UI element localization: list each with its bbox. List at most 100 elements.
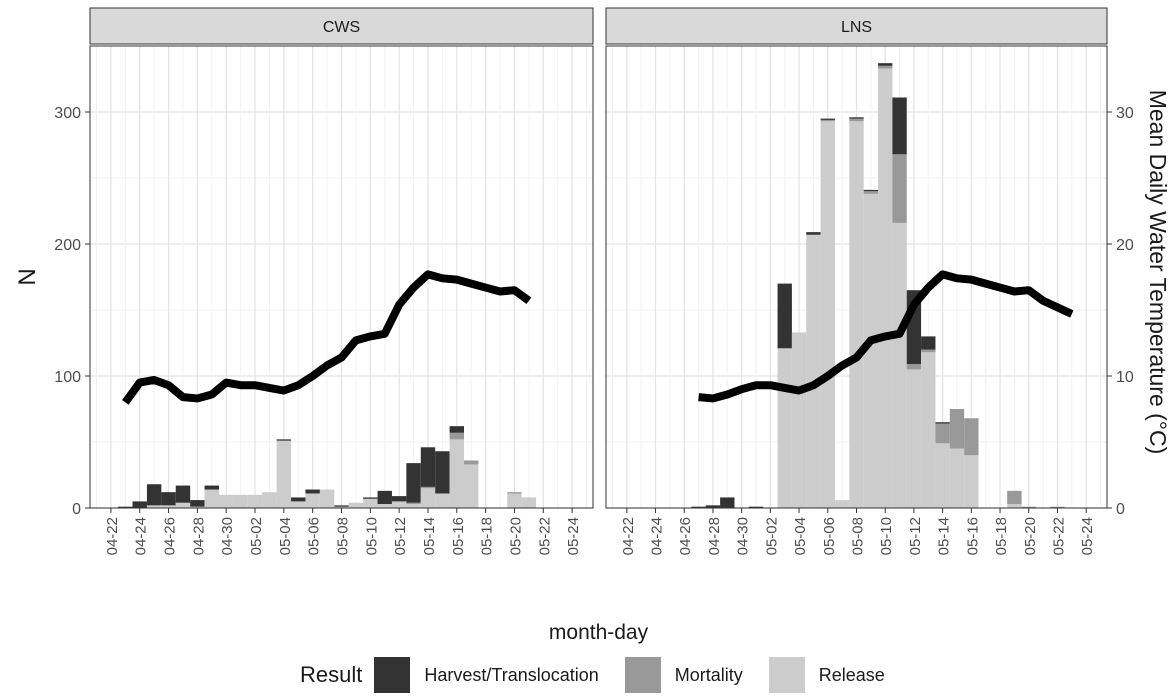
bar-release	[820, 121, 835, 509]
legend-label-harvest: Harvest/Translocation	[424, 664, 599, 685]
bar-release	[319, 489, 335, 508]
y2-tick-label: 0	[1116, 501, 1125, 518]
bar-release	[204, 489, 219, 508]
bar-harvest	[175, 485, 191, 503]
bar-mortality	[892, 154, 907, 223]
bar-release	[377, 504, 392, 508]
bar-mortality	[1050, 506, 1065, 508]
bar-mortality	[406, 502, 421, 505]
y-tick-label: 300	[54, 105, 81, 122]
legend-swatch-harvest	[374, 657, 411, 693]
bar-harvest	[863, 189, 879, 192]
x-tick-label: 05-12	[392, 517, 409, 555]
panel-cws: CWS 04-22 04-24 04-26 04-28 04-30 05-02 05-04 05…	[54, 7, 594, 555]
bar-release	[521, 497, 537, 508]
x-tick-label: 05-10	[878, 517, 895, 555]
bar-harvest	[820, 118, 835, 120]
x-tick-label: 04-22	[620, 517, 637, 555]
legend-label-mortality: Mortality	[674, 664, 743, 685]
temperature-line	[122, 270, 532, 405]
bar-mortality	[464, 460, 479, 465]
x-tick-label: 05-18	[479, 517, 496, 555]
bar-harvest	[849, 117, 864, 119]
bar-release	[305, 493, 320, 508]
x-tick-label: 05-16	[450, 517, 467, 555]
bar-release	[906, 369, 922, 508]
x-tick-label: 04-24	[649, 517, 666, 555]
bar-harvest	[334, 505, 349, 507]
bar-harvest	[892, 97, 907, 155]
bar-release	[218, 494, 234, 508]
x-tick-label: 05-02	[248, 517, 265, 555]
x-tick-label: 05-16	[964, 517, 981, 555]
bar-release	[949, 448, 965, 508]
bar-release	[449, 439, 465, 508]
bar-harvest	[305, 489, 320, 494]
bar-mortality	[921, 349, 936, 353]
legend-item-mortality: Mortality	[624, 657, 743, 693]
bar-harvest	[132, 501, 147, 508]
bar-harvest	[691, 506, 706, 508]
panel-lns: LNS 04-22 04-24 04-26 04-28 04-30 05-02 05-04 05…	[605, 7, 1134, 555]
x-tick-label: 04-22	[104, 517, 121, 555]
bar-release	[806, 234, 821, 508]
y-tick-label: 0	[72, 501, 81, 518]
bar-mortality	[507, 492, 522, 494]
x-tick-label: 04-30	[219, 517, 236, 555]
y2-tick-label: 30	[1116, 105, 1134, 122]
bar-harvest	[118, 506, 133, 508]
legend-title: Result	[300, 662, 363, 687]
x-tick-label: 05-14	[421, 517, 438, 555]
x-tick-label: 04-28	[190, 517, 207, 555]
bar-harvest	[146, 484, 162, 506]
bar-harvest	[420, 447, 436, 487]
bar-release	[464, 464, 479, 508]
bar-release	[233, 494, 248, 508]
y2-axis-title: Mean Daily Water Temperature (°C)	[1145, 90, 1171, 455]
bar-release	[276, 440, 292, 508]
bar-release	[964, 455, 979, 508]
x-tick-label: 05-04	[792, 517, 809, 555]
bar-release	[262, 492, 277, 508]
bar-release	[406, 504, 421, 508]
x-tick-label: 05-18	[993, 517, 1010, 555]
bar-release	[161, 505, 176, 508]
bar-mortality	[420, 486, 436, 489]
bar-release	[878, 68, 893, 508]
bar-harvest	[276, 439, 292, 441]
y-tick-label: 100	[54, 369, 81, 386]
x-tick-label: 05-08	[850, 517, 867, 555]
bar-mortality	[849, 118, 864, 122]
x-tick-label: 05-22	[1050, 517, 1067, 555]
faceted-bar-line-chart: N Mean Daily Water Temperature (°C) month-…	[14, 7, 1171, 644]
bar-release	[363, 498, 378, 508]
x-tick-label: 04-26	[677, 517, 694, 555]
bar-harvest	[161, 492, 176, 506]
legend-item-harvest: Harvest/Translocation	[374, 657, 599, 693]
bar-release	[834, 500, 850, 508]
bar-mortality	[949, 409, 965, 449]
bar-harvest	[748, 506, 764, 508]
bar-release	[777, 348, 792, 508]
x-tick-label: 05-24	[1079, 517, 1096, 555]
y-axis-title: N	[14, 268, 41, 285]
bar-harvest	[204, 485, 219, 490]
temperature-line	[698, 270, 1074, 403]
bar-release	[935, 443, 950, 508]
bar-harvest	[363, 497, 378, 499]
bar-mortality	[449, 432, 465, 440]
x-axis-title: month-day	[549, 621, 649, 644]
x-tick-label: 05-06	[306, 517, 323, 555]
x-tick-label: 04-24	[133, 517, 150, 555]
x-tick-label: 05-08	[335, 517, 352, 555]
panel-strip	[605, 7, 1108, 45]
bar-release	[507, 493, 522, 508]
legend-item-release: Release	[768, 657, 885, 693]
panel-title: CWS	[323, 19, 360, 36]
bar-harvest	[406, 463, 421, 503]
bar-release	[391, 501, 407, 508]
x-tick-label: 05-10	[363, 517, 380, 555]
bar-harvest	[377, 490, 392, 505]
bar-mortality	[863, 191, 879, 194]
bar-harvest	[921, 336, 936, 350]
